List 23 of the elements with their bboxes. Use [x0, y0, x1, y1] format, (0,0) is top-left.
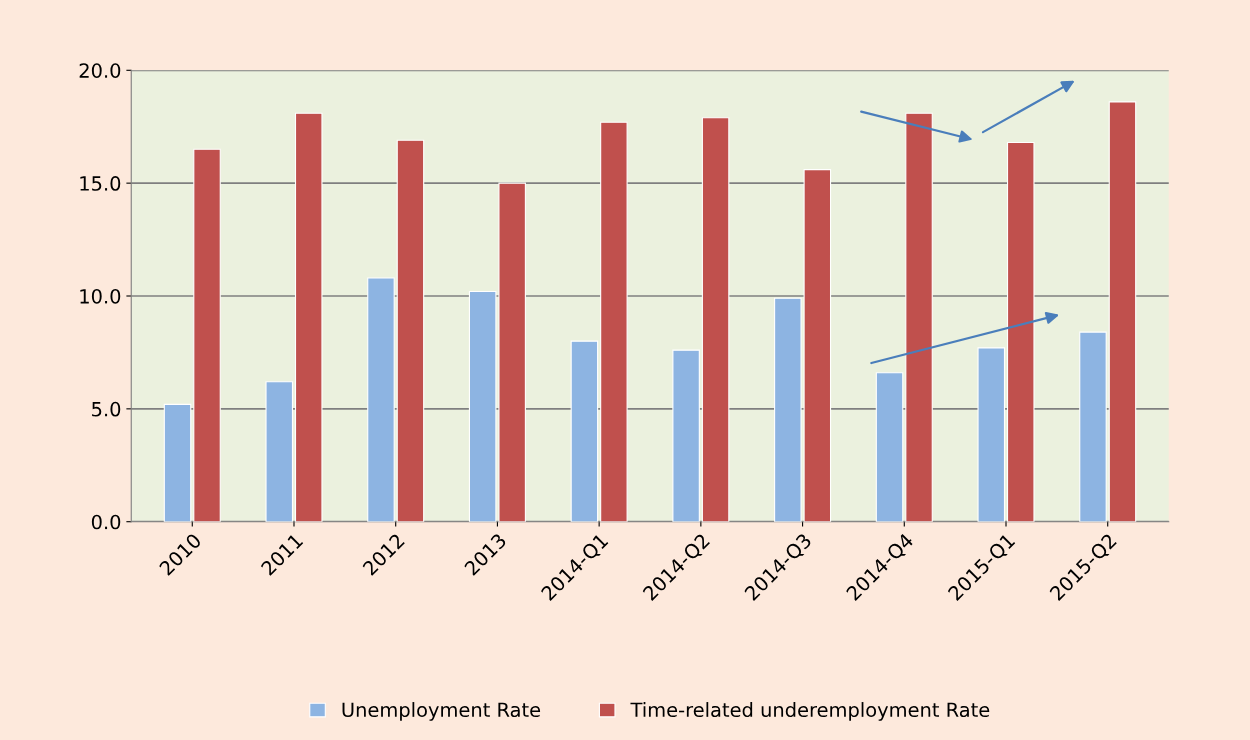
bar: [701, 117, 730, 522]
y-tick-label: 15.0: [80, 176, 121, 191]
legend-label: Unemployment Rate: [342, 702, 541, 721]
bar: [905, 112, 933, 522]
bar: [672, 349, 700, 522]
bar: [367, 277, 395, 522]
bar: [1006, 141, 1035, 522]
bar: [163, 403, 192, 522]
y-tick-label: 10.0: [80, 288, 121, 304]
bar: [875, 372, 904, 522]
bar: [265, 381, 294, 522]
bar: [570, 340, 599, 522]
y-tick-label: 20.0: [79, 63, 121, 78]
y-tick-label: 5.0: [92, 401, 121, 417]
bar: [1108, 101, 1137, 522]
y-tick-label: 0.0: [91, 514, 121, 530]
bar: [294, 112, 323, 522]
bar: [600, 121, 628, 522]
legend-label: Time-related underemployment Rate: [630, 702, 990, 721]
bar: [193, 148, 221, 522]
bar: [1079, 331, 1107, 522]
bar: [977, 347, 1006, 522]
bar: [396, 139, 425, 522]
